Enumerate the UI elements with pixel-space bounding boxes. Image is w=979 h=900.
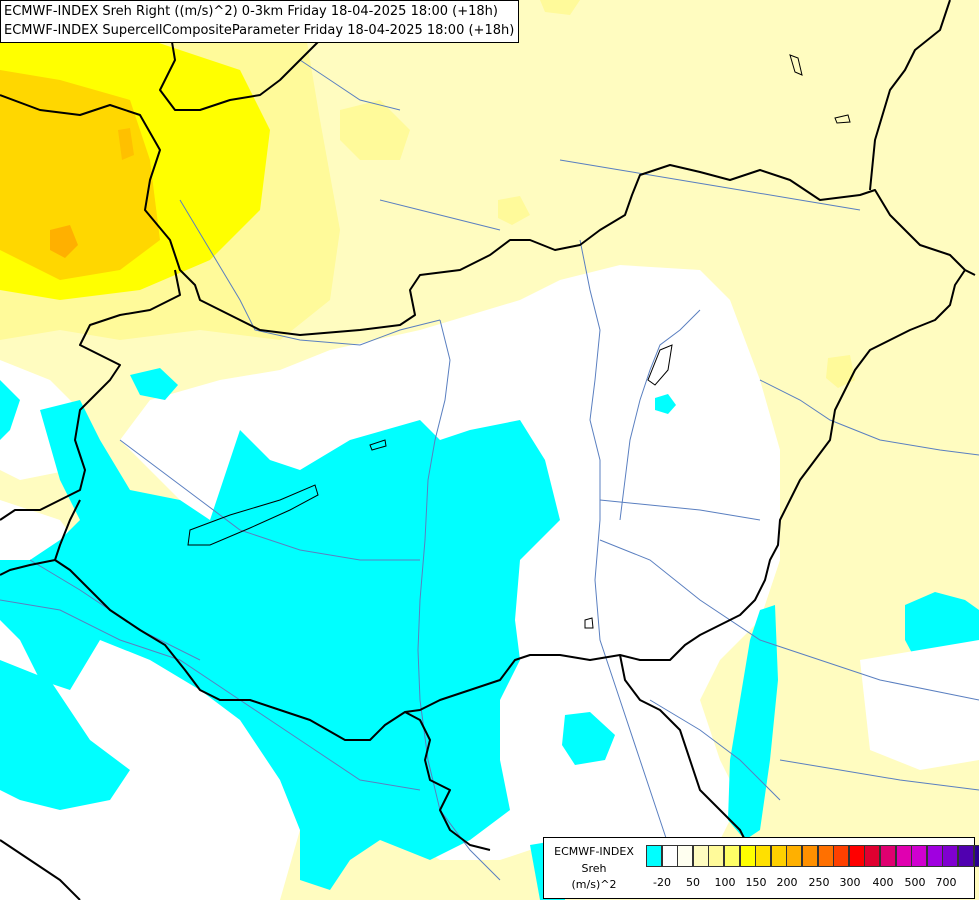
field-cyan-patch-1 (130, 368, 178, 400)
legend-tick-label: -20 (653, 876, 671, 889)
legend-swatch (942, 845, 959, 867)
legend-tick-label: 300 (839, 876, 861, 889)
legend-tick-label: 150 (745, 876, 767, 889)
legend-tick-label: 400 (872, 876, 894, 889)
legend-swatch (708, 845, 725, 867)
field-cyan-strip-east (728, 605, 778, 840)
legend-swatch (692, 845, 709, 867)
field-cyan-sw (0, 660, 130, 810)
legend-swatch (739, 845, 756, 867)
legend-tick-label: 200 (776, 876, 798, 889)
legend-swatch (911, 845, 928, 867)
field-cyan-patch-2 (562, 712, 615, 765)
field-yellow-blob-4 (540, 0, 580, 15)
field-yellow-blob-1 (340, 100, 410, 160)
legend-swatch (833, 845, 850, 867)
title-line-1: ECMWF-INDEX Sreh Right ((m/s)^2) 0-3km F… (4, 4, 498, 19)
legend-swatch (786, 845, 803, 867)
legend-swatch (864, 845, 881, 867)
legend-swatch (958, 845, 974, 867)
legend-swatch (880, 845, 896, 867)
legend-tick-label: 250 (808, 876, 830, 889)
legend-swatch (817, 845, 834, 867)
legend-swatch (848, 845, 865, 867)
legend-tick-label: 700 (935, 876, 957, 889)
field-yellow-blob-3 (826, 355, 855, 388)
legend-name: Sreh (581, 862, 607, 875)
legend-swatch (926, 845, 943, 867)
legend-tick-label: 50 (686, 876, 700, 889)
legend-swatch (755, 845, 772, 867)
field-gold-nw (0, 70, 160, 280)
legend-swatch (646, 845, 662, 867)
field-yellow-blob-2 (498, 196, 530, 225)
legend-swatch (973, 845, 979, 867)
lakes (187, 54, 851, 629)
legend-swatch (770, 845, 787, 867)
title-line-2: ECMWF-INDEX SupercellCompositeParameter … (4, 23, 515, 38)
field-white-east (860, 640, 979, 770)
legend-swatch (724, 845, 740, 867)
field-cyan-west (0, 380, 20, 440)
legend-unit: (m/s)^2 (571, 878, 617, 891)
field-orange-spot-2 (118, 128, 134, 160)
legend-swatch (661, 845, 678, 867)
legend-swatch (677, 845, 694, 867)
field-cyan-central (0, 400, 560, 890)
legend-swatch (802, 845, 818, 867)
legend-swatch (895, 845, 912, 867)
legend-tick-label: 500 (904, 876, 926, 889)
field-orange-spot (50, 225, 78, 258)
color-legend: ECMWF-INDEX Sreh (m/s)^2 -20 50 100 150 200 2… (543, 837, 979, 899)
legend-tick-label: 100 (714, 876, 736, 889)
field-cyan-patch-3 (655, 394, 676, 414)
legend-source: ECMWF-INDEX (554, 845, 634, 858)
map-title-box: ECMWF-INDEX Sreh Right ((m/s)^2) 0-3km F… (0, 0, 520, 43)
